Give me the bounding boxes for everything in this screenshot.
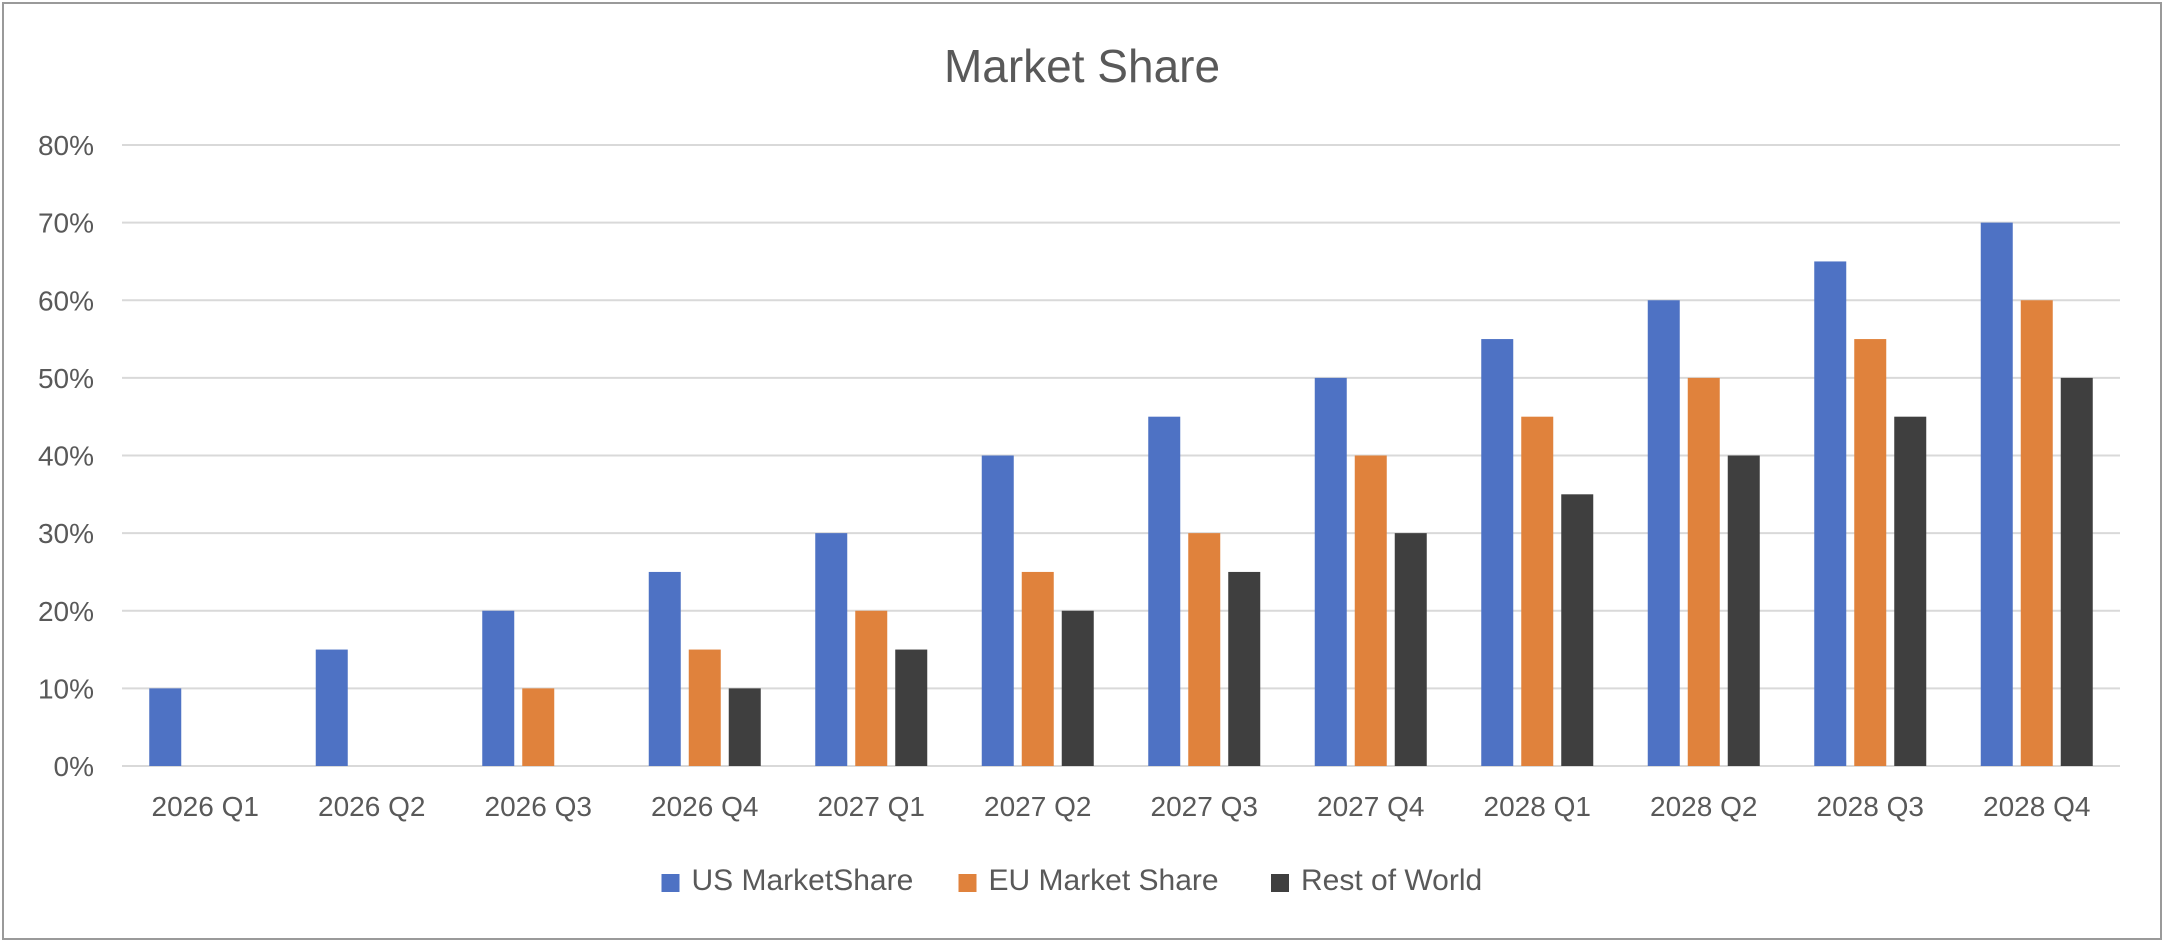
legend-swatch <box>958 874 977 892</box>
y-tick-label: 60% <box>38 285 94 316</box>
bar <box>149 688 182 766</box>
bar <box>1561 494 1594 766</box>
gridlines <box>122 144 2120 767</box>
x-tick-label: 2027 Q2 <box>984 791 1091 822</box>
bar <box>315 649 348 766</box>
bar <box>1228 571 1261 766</box>
bar <box>895 649 928 766</box>
bar <box>981 455 1014 766</box>
legend-label: EU Market Share <box>989 864 1219 897</box>
x-tick-label: 2027 Q3 <box>1151 791 1258 822</box>
bar <box>1814 261 1847 766</box>
bar <box>1314 377 1347 766</box>
y-tick-label: 10% <box>38 673 94 704</box>
bar <box>815 533 848 766</box>
bar <box>2060 377 2093 766</box>
bars <box>149 222 2093 766</box>
y-tick-label: 70% <box>38 208 94 239</box>
bar <box>728 688 761 766</box>
bar <box>1894 416 1927 766</box>
bar <box>688 649 721 766</box>
bar <box>482 610 515 766</box>
bar <box>522 688 555 766</box>
legend-label: US MarketShare <box>692 864 914 897</box>
x-tick-label: 2028 Q2 <box>1650 791 1757 822</box>
bar <box>1687 377 1720 766</box>
y-tick-label: 20% <box>38 596 94 627</box>
legend-swatch <box>661 874 680 892</box>
bar <box>1188 533 1221 766</box>
x-tick-label: 2026 Q3 <box>485 791 592 822</box>
legend-swatch <box>1271 874 1289 892</box>
x-tick-label: 2028 Q4 <box>1983 791 2090 822</box>
bar <box>1854 339 1887 766</box>
bar <box>1021 571 1054 766</box>
bar <box>1521 416 1554 766</box>
bar <box>2020 300 2053 766</box>
bar <box>855 610 888 766</box>
bar <box>1727 455 1760 766</box>
x-tick-label: 2028 Q3 <box>1817 791 1924 822</box>
x-axis-ticks: 2026 Q1 2026 Q2 2026 Q3 2026 Q4 2027 Q1 2027 … <box>152 791 2091 822</box>
y-tick-label: 50% <box>38 363 94 394</box>
y-tick-label: 30% <box>38 518 94 549</box>
y-tick-label: 80% <box>38 130 94 161</box>
x-tick-label: 2027 Q1 <box>818 791 925 822</box>
chart-title: Market Share <box>944 40 1220 92</box>
y-axis-ticks: 0% 10% 20% 30% 40% 50% 60% 70% 80% <box>38 130 94 782</box>
bar <box>1647 300 1680 766</box>
x-tick-label: 2026 Q4 <box>651 791 758 822</box>
bar <box>1061 610 1094 766</box>
y-tick-label: 40% <box>38 441 94 472</box>
x-tick-label: 2027 Q4 <box>1317 791 1424 822</box>
y-tick-label: 0% <box>54 751 94 782</box>
bar <box>1980 222 2013 766</box>
legend: US MarketShare EU Market Share Rest of Wor… <box>661 864 1482 897</box>
bar <box>1394 533 1427 766</box>
x-tick-label: 2028 Q1 <box>1484 791 1591 822</box>
x-tick-label: 2026 Q2 <box>318 791 425 822</box>
market-share-chart: Market Share 0%10%20%30%40%50%60%70%80% … <box>38 40 2120 897</box>
bar <box>1354 455 1387 766</box>
x-tick-label: 2026 Q1 <box>152 791 259 822</box>
legend-label: Rest of World <box>1301 864 1482 897</box>
bar <box>1148 416 1181 766</box>
bar <box>1481 339 1514 766</box>
bar <box>648 571 681 766</box>
